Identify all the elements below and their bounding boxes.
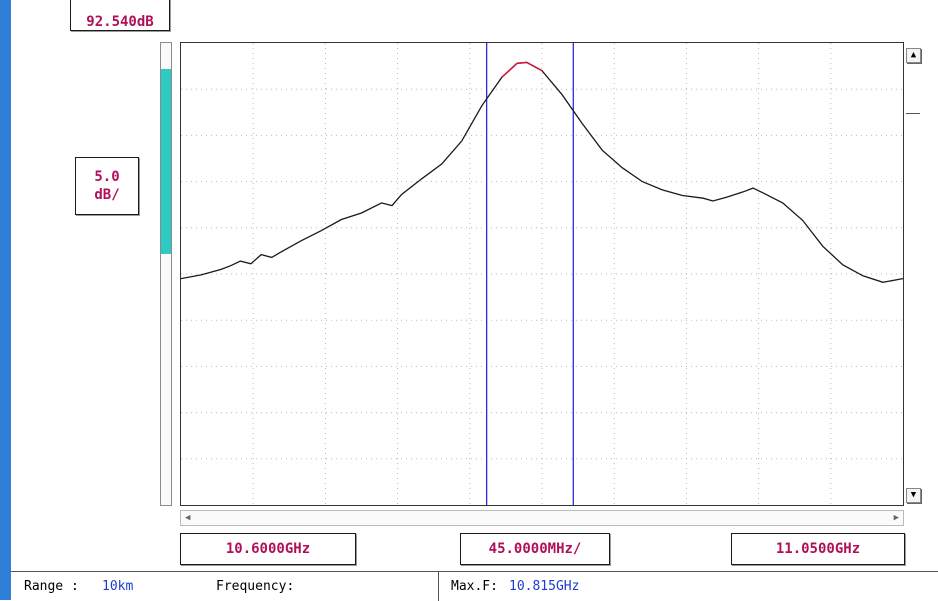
arrow-left-icon[interactable]: ◀ (185, 513, 191, 523)
range-label: Range : (24, 579, 87, 594)
status-separator (438, 572, 439, 601)
scale-value: 5.0 (94, 169, 120, 185)
max-frequency-label: Max.F: (451, 579, 506, 594)
arrow-right-icon[interactable]: ▶ (893, 513, 899, 523)
spectrum-chart (181, 43, 903, 505)
stop-frequency-box[interactable]: 11.0500GHz (731, 533, 905, 565)
horizontal-scrollbar[interactable]: ◀ ▶ (180, 510, 904, 526)
frequency-label: Frequency: (216, 579, 295, 594)
span-per-div-box[interactable]: 45.0000MHz/ (460, 533, 610, 565)
stop-frequency-value: 11.0500GHz (775, 541, 861, 557)
start-frequency-value: 10.6000GHz (225, 541, 311, 557)
arrow-up-icon: ▲ (910, 50, 917, 60)
scale-box[interactable]: 5.0 dB/ (75, 157, 139, 215)
scroll-down-button[interactable]: ▼ (906, 488, 921, 503)
scroll-position-tick (906, 113, 920, 114)
peak-highlight-line (501, 61, 543, 78)
status-bar: Range : 10km Frequency: Max.F: 10.815GHz (11, 571, 938, 601)
window-left-edge (0, 0, 11, 600)
scroll-up-button[interactable]: ▲ (906, 48, 921, 63)
scale-indicator-fill (161, 69, 171, 254)
spectrum-plot[interactable] (180, 42, 904, 506)
range-value: 10km (102, 579, 134, 594)
scale-indicator-bar[interactable] (160, 42, 172, 506)
reference-level-value: 92.540dB (86, 14, 154, 30)
max-frequency-value: 10.815GHz (509, 579, 580, 594)
arrow-down-icon: ▼ (910, 490, 917, 500)
start-frequency-box[interactable]: 10.6000GHz (180, 533, 356, 565)
scale-unit: dB/ (94, 187, 120, 203)
span-per-div-value: 45.0000MHz/ (488, 541, 582, 557)
spectrum-trace-line (181, 61, 903, 283)
reference-level-box[interactable]: 92.540dB (70, 0, 170, 31)
